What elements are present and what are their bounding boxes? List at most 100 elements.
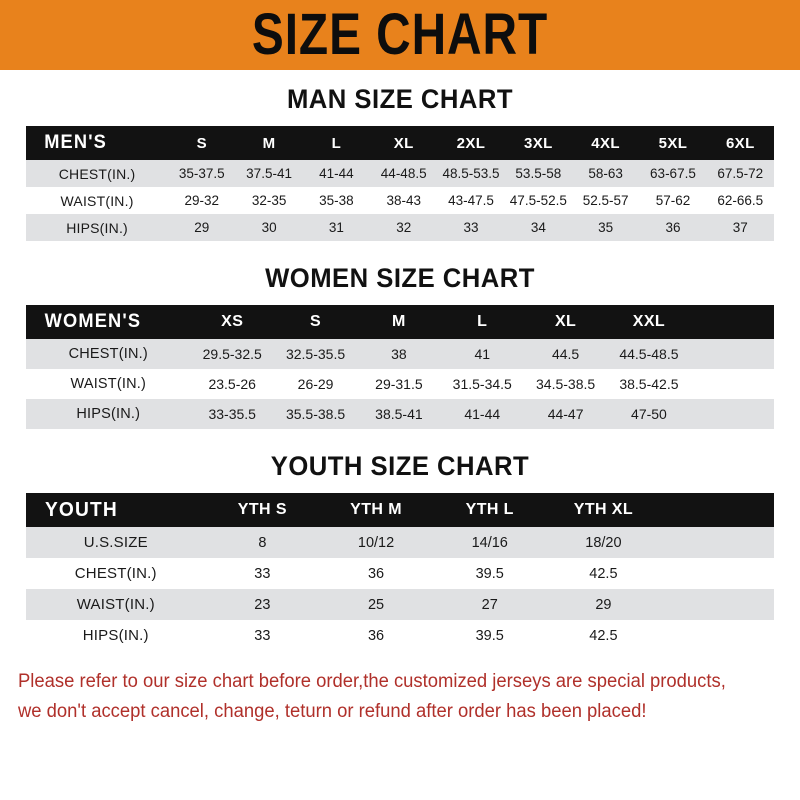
disclaimer-line-1: Please refer to our size chart before or…	[18, 671, 726, 692]
youth-cell-empty	[660, 620, 774, 651]
men-cell-value: 35-37.5	[178, 166, 225, 181]
youth-row-label: HIPS(IN.)	[82, 627, 149, 644]
men-column-header: 6XL	[725, 134, 755, 152]
women-size-table-wrap: WOMEN'S XS S M L XL XXL CHEST(IN.) 29.5-32.5 32.5…	[26, 305, 774, 429]
women-row-label: CHEST(IN.)	[68, 346, 148, 362]
youth-cell-value: 42.5	[589, 627, 618, 644]
men-cell-value: 41-44	[319, 166, 354, 181]
youth-row-label: WAIST(IN.)	[76, 596, 155, 613]
women-cell-value: 34.5-38.5	[536, 376, 596, 392]
men-cell-value: 35	[598, 220, 614, 235]
youth-cell-value: 36	[367, 627, 385, 644]
men-cell-value: 48.5-53.5	[442, 166, 500, 181]
order-disclaimer: Please refer to our size chart before or…	[0, 667, 800, 727]
youth-cell-value: 23	[254, 596, 271, 613]
youth-cell-empty	[660, 589, 774, 620]
youth-cell-value: 33	[254, 627, 271, 644]
table-row: WAIST(IN.) 29-32 32-35 35-38 38-43 43-47.5 47.…	[26, 187, 774, 214]
women-column-header: L	[477, 313, 488, 330]
men-row-label: CHEST(IN.)	[58, 165, 136, 182]
women-table-label-header: WOMEN'S	[44, 311, 142, 332]
table-row: HIPS(IN.) 33-35.5 35.5-38.5 38.5-41 41-44 44-…	[26, 399, 774, 429]
table-row: WAIST(IN.) 23 25 27 29	[26, 589, 774, 620]
youth-cell-value: 18/20	[585, 534, 622, 551]
youth-column-header-empty	[660, 493, 774, 527]
youth-table-label-header: YOUTH	[44, 498, 118, 521]
men-cell-value: 47.5-52.5	[509, 193, 567, 208]
youth-column-header: YTH L	[465, 501, 514, 518]
youth-cell-value: 25	[367, 596, 385, 613]
women-column-header: XL	[554, 313, 577, 330]
women-section-title: WOMEN SIZE CHART	[265, 263, 535, 293]
youth-size-table: YOUTH YTH S YTH M YTH L YTH XL U.S.SIZE 8 10/12…	[26, 493, 774, 651]
women-cell-value: 38.5-41	[375, 406, 423, 422]
men-cell-value: 38-43	[386, 193, 421, 208]
youth-row-label: CHEST(IN.)	[74, 565, 157, 582]
men-cell-value: 57-62	[655, 193, 691, 208]
women-cell-empty	[691, 369, 774, 399]
women-cell-value: 44-47	[547, 406, 584, 422]
women-cell-value: 44.5-48.5	[619, 346, 679, 362]
women-cell-value: 44.5	[551, 346, 580, 362]
youth-cell-empty	[660, 527, 774, 558]
women-cell-value: 29.5-32.5	[202, 346, 262, 362]
men-column-header: 3XL	[523, 134, 553, 152]
men-cell-value: 37	[732, 220, 748, 235]
men-table-label-header: MEN'S	[44, 132, 108, 153]
youth-cell-value: 29	[595, 596, 612, 613]
men-cell-value: 30	[261, 220, 277, 235]
women-column-header: M	[392, 313, 406, 330]
women-cell-empty	[691, 339, 774, 369]
men-section-title: MAN SIZE CHART	[286, 84, 514, 114]
youth-cell-value: 10/12	[357, 534, 395, 551]
women-cell-empty	[691, 399, 774, 429]
men-cell-value: 44-48.5	[380, 166, 427, 181]
men-cell-value: 58-63	[588, 166, 623, 181]
men-cell-value: 53.5-58	[515, 166, 562, 181]
men-column-header: 2XL	[456, 134, 486, 152]
men-column-header: M	[262, 134, 276, 152]
youth-table-header-row: YOUTH YTH S YTH M YTH L YTH XL	[26, 493, 774, 527]
women-cell-value: 23.5-26	[208, 376, 256, 392]
men-cell-value: 63-67.5	[650, 166, 696, 181]
youth-cell-value: 27	[481, 596, 498, 613]
men-cell-value: 43-47.5	[448, 193, 494, 208]
women-row-label: HIPS(IN.)	[76, 406, 141, 422]
men-cell-value: 34	[530, 220, 546, 235]
women-cell-value: 33-35.5	[208, 406, 256, 422]
youth-cell-value: 8	[258, 534, 267, 551]
men-size-table: MEN'S S M L XL 2XL 3XL 4XL 5XL 6XL CHEST(IN.) 35-37…	[26, 126, 774, 241]
men-column-header: XL	[393, 134, 414, 152]
youth-column-header: YTH S	[237, 501, 287, 518]
women-cell-value: 38	[391, 346, 407, 362]
women-size-table: WOMEN'S XS S M L XL XXL CHEST(IN.) 29.5-32.5 32.5…	[26, 305, 774, 429]
women-cell-value: 41-44	[464, 406, 501, 422]
youth-cell-empty	[660, 558, 774, 589]
women-cell-value: 41	[474, 346, 491, 362]
women-cell-value: 29-31.5	[375, 376, 423, 392]
men-cell-value: 62-66.5	[717, 193, 764, 208]
women-cell-value: 31.5-34.5	[452, 376, 512, 392]
women-column-header: XS	[221, 313, 244, 330]
women-column-header-empty	[690, 305, 774, 339]
women-cell-value: 38.5-42.5	[619, 376, 679, 392]
youth-section-title: YOUTH SIZE CHART	[270, 451, 530, 481]
women-cell-value: 35.5-38.5	[285, 406, 346, 422]
women-column-header: XXL	[632, 313, 666, 330]
disclaimer-line-2: we don't accept cancel, change, teturn o…	[18, 701, 647, 722]
youth-cell-value: 14/16	[471, 534, 508, 551]
women-cell-value: 26-29	[297, 376, 334, 392]
page-title: SIZE CHART	[251, 2, 549, 68]
youth-cell-value: 33	[254, 565, 271, 582]
men-row-label: HIPS(IN.)	[66, 219, 128, 236]
youth-cell-value: 39.5	[475, 565, 504, 582]
men-column-header: L	[331, 134, 342, 152]
men-cell-value: 35-38	[319, 193, 354, 208]
men-table-header-row: MEN'S S M L XL 2XL 3XL 4XL 5XL 6XL	[26, 126, 774, 160]
men-cell-value: 32	[396, 220, 412, 235]
youth-cell-value: 39.5	[475, 627, 504, 644]
women-table-header-row: WOMEN'S XS S M L XL XXL	[26, 305, 774, 339]
men-cell-value: 67.5-72	[717, 166, 764, 181]
men-row-label: WAIST(IN.)	[60, 192, 134, 209]
